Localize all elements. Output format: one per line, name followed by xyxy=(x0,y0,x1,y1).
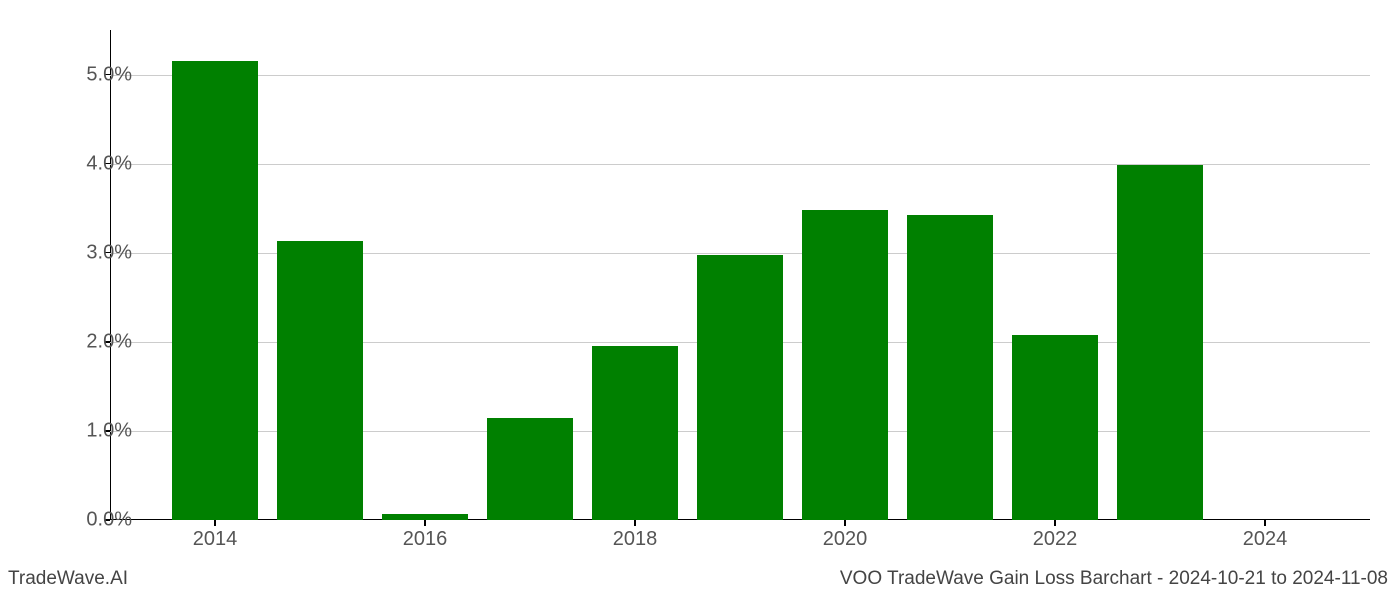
bar xyxy=(1117,165,1203,520)
bar xyxy=(487,418,573,520)
x-tick-label: 2018 xyxy=(613,528,658,551)
bar xyxy=(592,346,678,520)
y-tick-label: 0.0% xyxy=(52,509,132,532)
x-tick-mark xyxy=(1264,520,1266,526)
x-tick-mark xyxy=(424,520,426,526)
y-tick-label: 4.0% xyxy=(52,152,132,175)
bar xyxy=(697,255,783,520)
y-tick-label: 1.0% xyxy=(52,419,132,442)
x-tick-mark xyxy=(1054,520,1056,526)
y-tick-label: 3.0% xyxy=(52,241,132,264)
x-tick-label: 2020 xyxy=(823,528,868,551)
bar xyxy=(382,514,468,520)
x-tick-mark xyxy=(844,520,846,526)
y-tick-label: 2.0% xyxy=(52,330,132,353)
x-tick-label: 2016 xyxy=(403,528,448,551)
bar xyxy=(277,241,363,520)
bar xyxy=(907,215,993,520)
chart-plot-area xyxy=(110,30,1370,520)
x-tick-label: 2022 xyxy=(1033,528,1078,551)
y-tick-label: 5.0% xyxy=(52,63,132,86)
x-tick-mark xyxy=(214,520,216,526)
bar xyxy=(1012,335,1098,520)
gridline xyxy=(110,75,1370,76)
bar xyxy=(172,61,258,520)
footer-caption: VOO TradeWave Gain Loss Barchart - 2024-… xyxy=(840,568,1388,590)
footer-brand: TradeWave.AI xyxy=(8,568,128,590)
x-tick-label: 2024 xyxy=(1243,528,1288,551)
x-tick-mark xyxy=(634,520,636,526)
bar xyxy=(802,210,888,520)
x-tick-label: 2014 xyxy=(193,528,238,551)
